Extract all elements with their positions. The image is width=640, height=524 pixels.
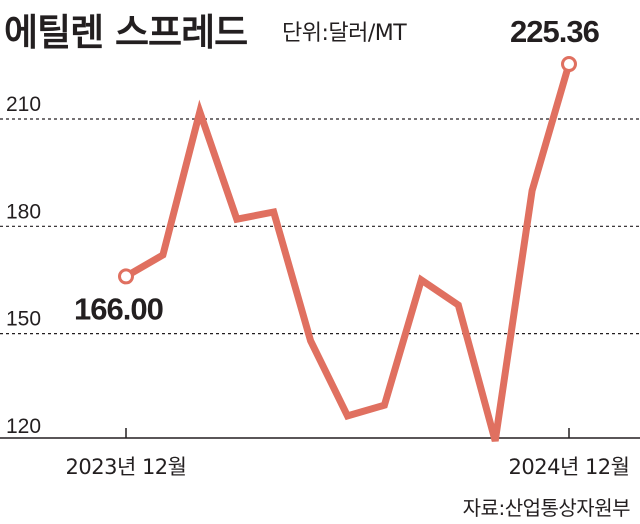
y-tick-labels: 210 180 150 120 bbox=[6, 93, 41, 438]
data-labels: 166.00 225.36 bbox=[74, 14, 601, 326]
gridlines bbox=[0, 118, 640, 335]
endpoint-marker bbox=[118, 268, 134, 285]
y-tick-label: 120 bbox=[6, 415, 41, 438]
x-tick-label: 2024년 12월 bbox=[509, 455, 630, 479]
chart-title: 에틸렌 스프레드 bbox=[4, 11, 248, 54]
y-tick-label: 150 bbox=[6, 308, 41, 331]
line-chart: 210 180 150 120 2023년 12월 2024년 12월 166.00 22… bbox=[0, 14, 640, 479]
x-tick-label: 2023년 12월 bbox=[66, 455, 187, 479]
series-line bbox=[124, 63, 573, 442]
unit-label: 단위:달러/MT bbox=[282, 21, 407, 46]
x-tick-labels: 2023년 12월 2024년 12월 bbox=[66, 428, 630, 479]
series-layer bbox=[118, 56, 577, 442]
data-label-end: 225.36 bbox=[510, 14, 600, 49]
y-tick-label: 210 bbox=[6, 93, 41, 116]
y-tick-label: 180 bbox=[6, 200, 41, 223]
source-note: 자료:산업통상자원부 bbox=[462, 496, 631, 520]
data-label-start: 166.00 bbox=[74, 291, 163, 326]
endpoint-marker bbox=[561, 56, 577, 73]
